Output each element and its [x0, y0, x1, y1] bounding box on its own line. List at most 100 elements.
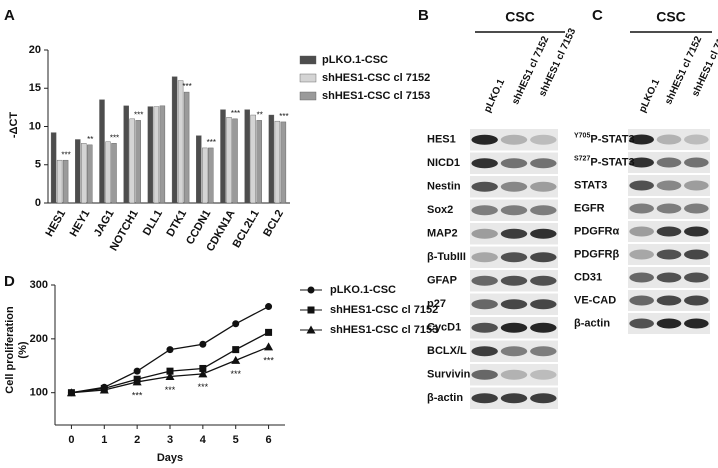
bar [220, 109, 226, 204]
blot-band [471, 346, 498, 357]
blot-band [500, 158, 528, 169]
significance-label: *** [110, 133, 119, 142]
blot-band [629, 249, 654, 260]
point [232, 346, 240, 354]
bar [56, 159, 63, 204]
blot-band [530, 299, 557, 310]
bar [226, 117, 232, 204]
blot-band [530, 181, 557, 192]
blot-band [471, 369, 498, 380]
blot-band [471, 299, 498, 310]
point [99, 385, 109, 394]
blot-band [530, 322, 557, 333]
significance-label: *** [134, 110, 143, 119]
blot-band [530, 228, 557, 239]
point [166, 346, 174, 354]
panel-letter: A [4, 7, 15, 24]
significance-label: *** [132, 390, 143, 400]
bar [147, 106, 154, 204]
blot-band [684, 272, 709, 283]
row-label: CD31 [574, 271, 602, 283]
blot-band [656, 249, 682, 260]
blot-band [684, 318, 709, 329]
x-tick-label: DTK1 [164, 208, 189, 239]
x-tick-label: HES1 [43, 208, 68, 239]
bar [274, 120, 281, 204]
legend-swatch [299, 55, 317, 65]
y-tick-label: 100 [30, 387, 48, 399]
significance-label: *** [279, 112, 288, 121]
blot-strip [470, 176, 558, 198]
legend-label: pLKO.1-CSC [330, 284, 396, 296]
point [198, 369, 208, 378]
legend-label: shHES1-CSC cl 7153 [330, 324, 438, 336]
x-tick-label: 4 [200, 434, 207, 446]
x-tick-label: 2 [134, 434, 140, 446]
blot-band [471, 205, 498, 216]
significance-label: *** [207, 138, 216, 147]
y-tick-label: 10 [29, 120, 41, 132]
blot-band [684, 203, 709, 214]
row-label: NICD1 [427, 157, 460, 169]
blot-strip [470, 364, 558, 386]
row-label: CycD1 [427, 322, 461, 334]
bar [244, 109, 250, 204]
blot-band [471, 181, 498, 192]
row-label-sup: S727 [574, 155, 590, 162]
bar [250, 114, 256, 204]
x-tick-label: 6 [266, 434, 272, 446]
blot-band [500, 322, 528, 333]
significance-label: *** [198, 382, 209, 392]
row-label: PDGFRα [574, 225, 620, 237]
bar [202, 147, 208, 204]
y-axis-label: Cell proliferation [4, 306, 16, 394]
blot-band [500, 393, 528, 404]
lane-label: pLKO.1 [482, 77, 507, 114]
y-tick-label: 200 [30, 333, 48, 345]
blot-band [500, 205, 528, 216]
blot-band [656, 318, 682, 329]
bar [75, 139, 81, 204]
bar [177, 80, 184, 204]
significance-label: *** [230, 369, 241, 379]
blot-band [471, 393, 498, 404]
blot-strip [628, 175, 710, 196]
point [265, 303, 273, 311]
bar [171, 76, 178, 204]
blot-band [656, 180, 682, 191]
row-label: MAP2 [427, 228, 458, 240]
bar [129, 118, 135, 204]
row-label-text: P-STAT3 [590, 133, 634, 145]
significance-label: ** [87, 135, 93, 144]
bar [87, 144, 93, 204]
y-axis-label: -ΔCT [8, 112, 20, 139]
blot-band [471, 228, 498, 239]
blot-band [656, 226, 682, 237]
legend-marker [307, 286, 315, 294]
point [166, 367, 174, 375]
blot-band [500, 346, 528, 357]
panel-letter: B [418, 7, 429, 24]
x-tick-label: DLL1 [141, 208, 165, 238]
significance-label: ** [257, 110, 263, 119]
point [132, 377, 142, 386]
x-tick-label: JAG1 [92, 208, 117, 239]
y-axis-label: (%) [17, 341, 29, 358]
row-label: VE-CAD [574, 294, 616, 306]
bar [105, 141, 111, 204]
bar [159, 105, 166, 204]
blot-band [530, 134, 557, 145]
point [199, 364, 207, 372]
point [165, 372, 175, 381]
blot-band [471, 158, 498, 169]
significance-label: *** [182, 82, 191, 91]
y-tick-label: 0 [35, 197, 41, 209]
row-label-text: P-STAT3 [590, 156, 634, 168]
row-label: EGFR [574, 202, 605, 214]
blot-band [530, 252, 557, 263]
blot-band [656, 134, 682, 145]
lane-label: pLKO.1 [637, 77, 662, 114]
point [199, 340, 207, 348]
bar [268, 114, 275, 204]
